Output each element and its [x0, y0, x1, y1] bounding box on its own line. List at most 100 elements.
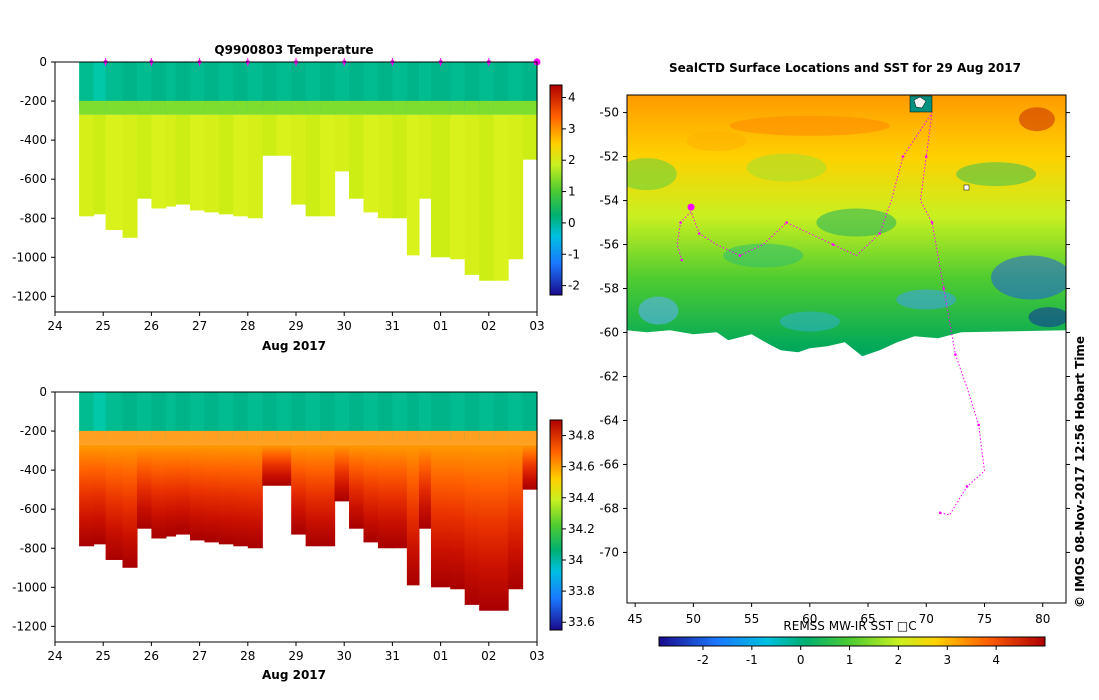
thermocline-cell [479, 430, 495, 445]
y-tick-label: -200 [20, 94, 47, 108]
deep-layer-cell [450, 444, 466, 590]
deep-layer-cell [320, 114, 336, 217]
y-tick-label: -600 [20, 502, 47, 516]
surface-layer-cell [247, 62, 263, 109]
surface-layer-cell [305, 392, 321, 439]
deep-layer-cell [175, 114, 191, 205]
map-colorbar-tick-label: 0 [797, 653, 805, 667]
y-tick-label: -600 [20, 172, 47, 186]
map-colorbar-tick-label: -2 [697, 653, 709, 667]
temperature-title: Q9900803 Temperature [214, 43, 373, 57]
salinity-colorbar [549, 419, 563, 631]
thermocline-cell [450, 100, 466, 115]
thermocline-cell [189, 430, 206, 445]
thermocline-cell [464, 430, 480, 445]
sst-patch [1018, 107, 1055, 132]
x-tick-label: 24 [47, 319, 62, 333]
deep-layer-cell [392, 444, 408, 549]
surface-layer-cell [418, 62, 432, 109]
salinity-x-axis: 24 25 26 27 28 29 30 31 01 02 03 [47, 642, 545, 663]
map-colorbar-tick-label: 1 [846, 653, 854, 667]
sst-patch [956, 162, 1037, 187]
sst-patch [638, 296, 679, 325]
deep-layer-cell [363, 114, 379, 213]
temperature-profiles [79, 62, 538, 281]
thermocline-cell [276, 430, 292, 445]
colorbar-tick-label: 2 [568, 153, 576, 167]
surface-layer-cell [479, 62, 495, 109]
latitude-axis: -50 -52 -54 -56 -58 -60 -62 -64 -66 -68 -70 [599, 106, 1070, 559]
x-tick-label: 01 [433, 319, 448, 333]
x-tick-label: 01 [433, 649, 448, 663]
surface-layer-cell [522, 62, 538, 109]
deep-layer-cell [418, 444, 432, 529]
deep-layer-cell [305, 444, 321, 547]
surface-layer-cell [406, 62, 420, 109]
deep-layer-cell [218, 444, 234, 545]
y-tick-label: -800 [20, 211, 47, 225]
thermocline-cell [204, 100, 220, 115]
deep-layer-cell [165, 444, 177, 537]
sst-map-panel: SealCTD Surface Locations and SST for 29… [599, 61, 1087, 667]
x-tick-label: 30 [337, 319, 352, 333]
deep-layer-cell [349, 114, 365, 199]
sst-patch [723, 243, 804, 268]
lat-tick-label: -68 [599, 501, 619, 515]
deep-layer-cell [122, 444, 138, 568]
colorbar-tick-label: 34.2 [568, 522, 595, 536]
island-shape [913, 96, 927, 109]
thermocline-cell [464, 100, 480, 115]
thermocline-cell [262, 100, 278, 115]
deep-layer-cell [291, 444, 307, 535]
surface-layer-cell [276, 62, 292, 109]
deep-layer-cell [363, 444, 379, 543]
deep-layer-cell [165, 114, 177, 207]
temperature-colorbar-ticks: 4 3 2 1 0 -1 -2 [562, 91, 580, 293]
thermocline-cell [218, 100, 234, 115]
y-tick-label: -1000 [12, 580, 47, 594]
x-tick-label: 03 [529, 319, 544, 333]
deep-layer-cell [430, 444, 451, 588]
track-point [738, 254, 742, 257]
track-point [965, 485, 969, 488]
thermocline-cell [450, 430, 466, 445]
deep-layer-cell [464, 444, 480, 605]
deep-layer-cell [233, 114, 249, 217]
deep-layer-cell [334, 114, 350, 172]
deep-layer-cell [79, 444, 95, 547]
deep-layer-cell [464, 114, 480, 275]
surface-layer-cell [151, 392, 167, 439]
salinity-colorbar-ticks: 34.8 34.6 34.4 34.2 34 33.8 33.6 [562, 429, 595, 629]
map-colorbar-tick-label: 2 [895, 653, 903, 667]
y-tick-label: -1200 [12, 289, 47, 303]
surface-layer-cell [320, 62, 336, 109]
deep-layer-cell [493, 114, 509, 281]
deep-layer-cell [247, 114, 263, 219]
sst-patch [746, 153, 827, 182]
lon-tick-label: 65 [860, 612, 875, 626]
surface-layer-cell [175, 62, 191, 109]
deep-layer-cell [79, 114, 95, 217]
surface-layer-cell [105, 392, 124, 439]
thermocline-cell [377, 430, 393, 445]
thermocline-cell [508, 100, 524, 115]
y-tick-label: -400 [20, 463, 47, 477]
surface-layer-cell [291, 62, 307, 109]
map-colorbar [658, 636, 1046, 647]
deep-layer-cell [93, 114, 107, 215]
temperature-colorbar [549, 84, 563, 296]
surface-layer-cell [175, 392, 191, 439]
surface-layer-cell [165, 392, 177, 439]
deep-layer-cell [450, 114, 466, 260]
y-tick-label: -800 [20, 541, 47, 555]
surface-layer-cell [79, 62, 95, 109]
track-point [785, 221, 788, 224]
temperature-y-axis: 0 -200 -400 -600 -800 -1000 -1200 [12, 55, 55, 303]
temperature-panel: Q9900803 Temperature 0 -200 -400 -600 -800 -1… [12, 43, 580, 353]
lon-tick-label: 75 [977, 612, 992, 626]
temperature-x-axis: 24 25 26 27 28 29 30 31 01 02 03 [47, 312, 545, 333]
thermocline-cell [79, 430, 95, 445]
thermocline-cell [334, 100, 350, 115]
sst-patch [686, 131, 747, 152]
deep-layer-cell [392, 114, 408, 219]
